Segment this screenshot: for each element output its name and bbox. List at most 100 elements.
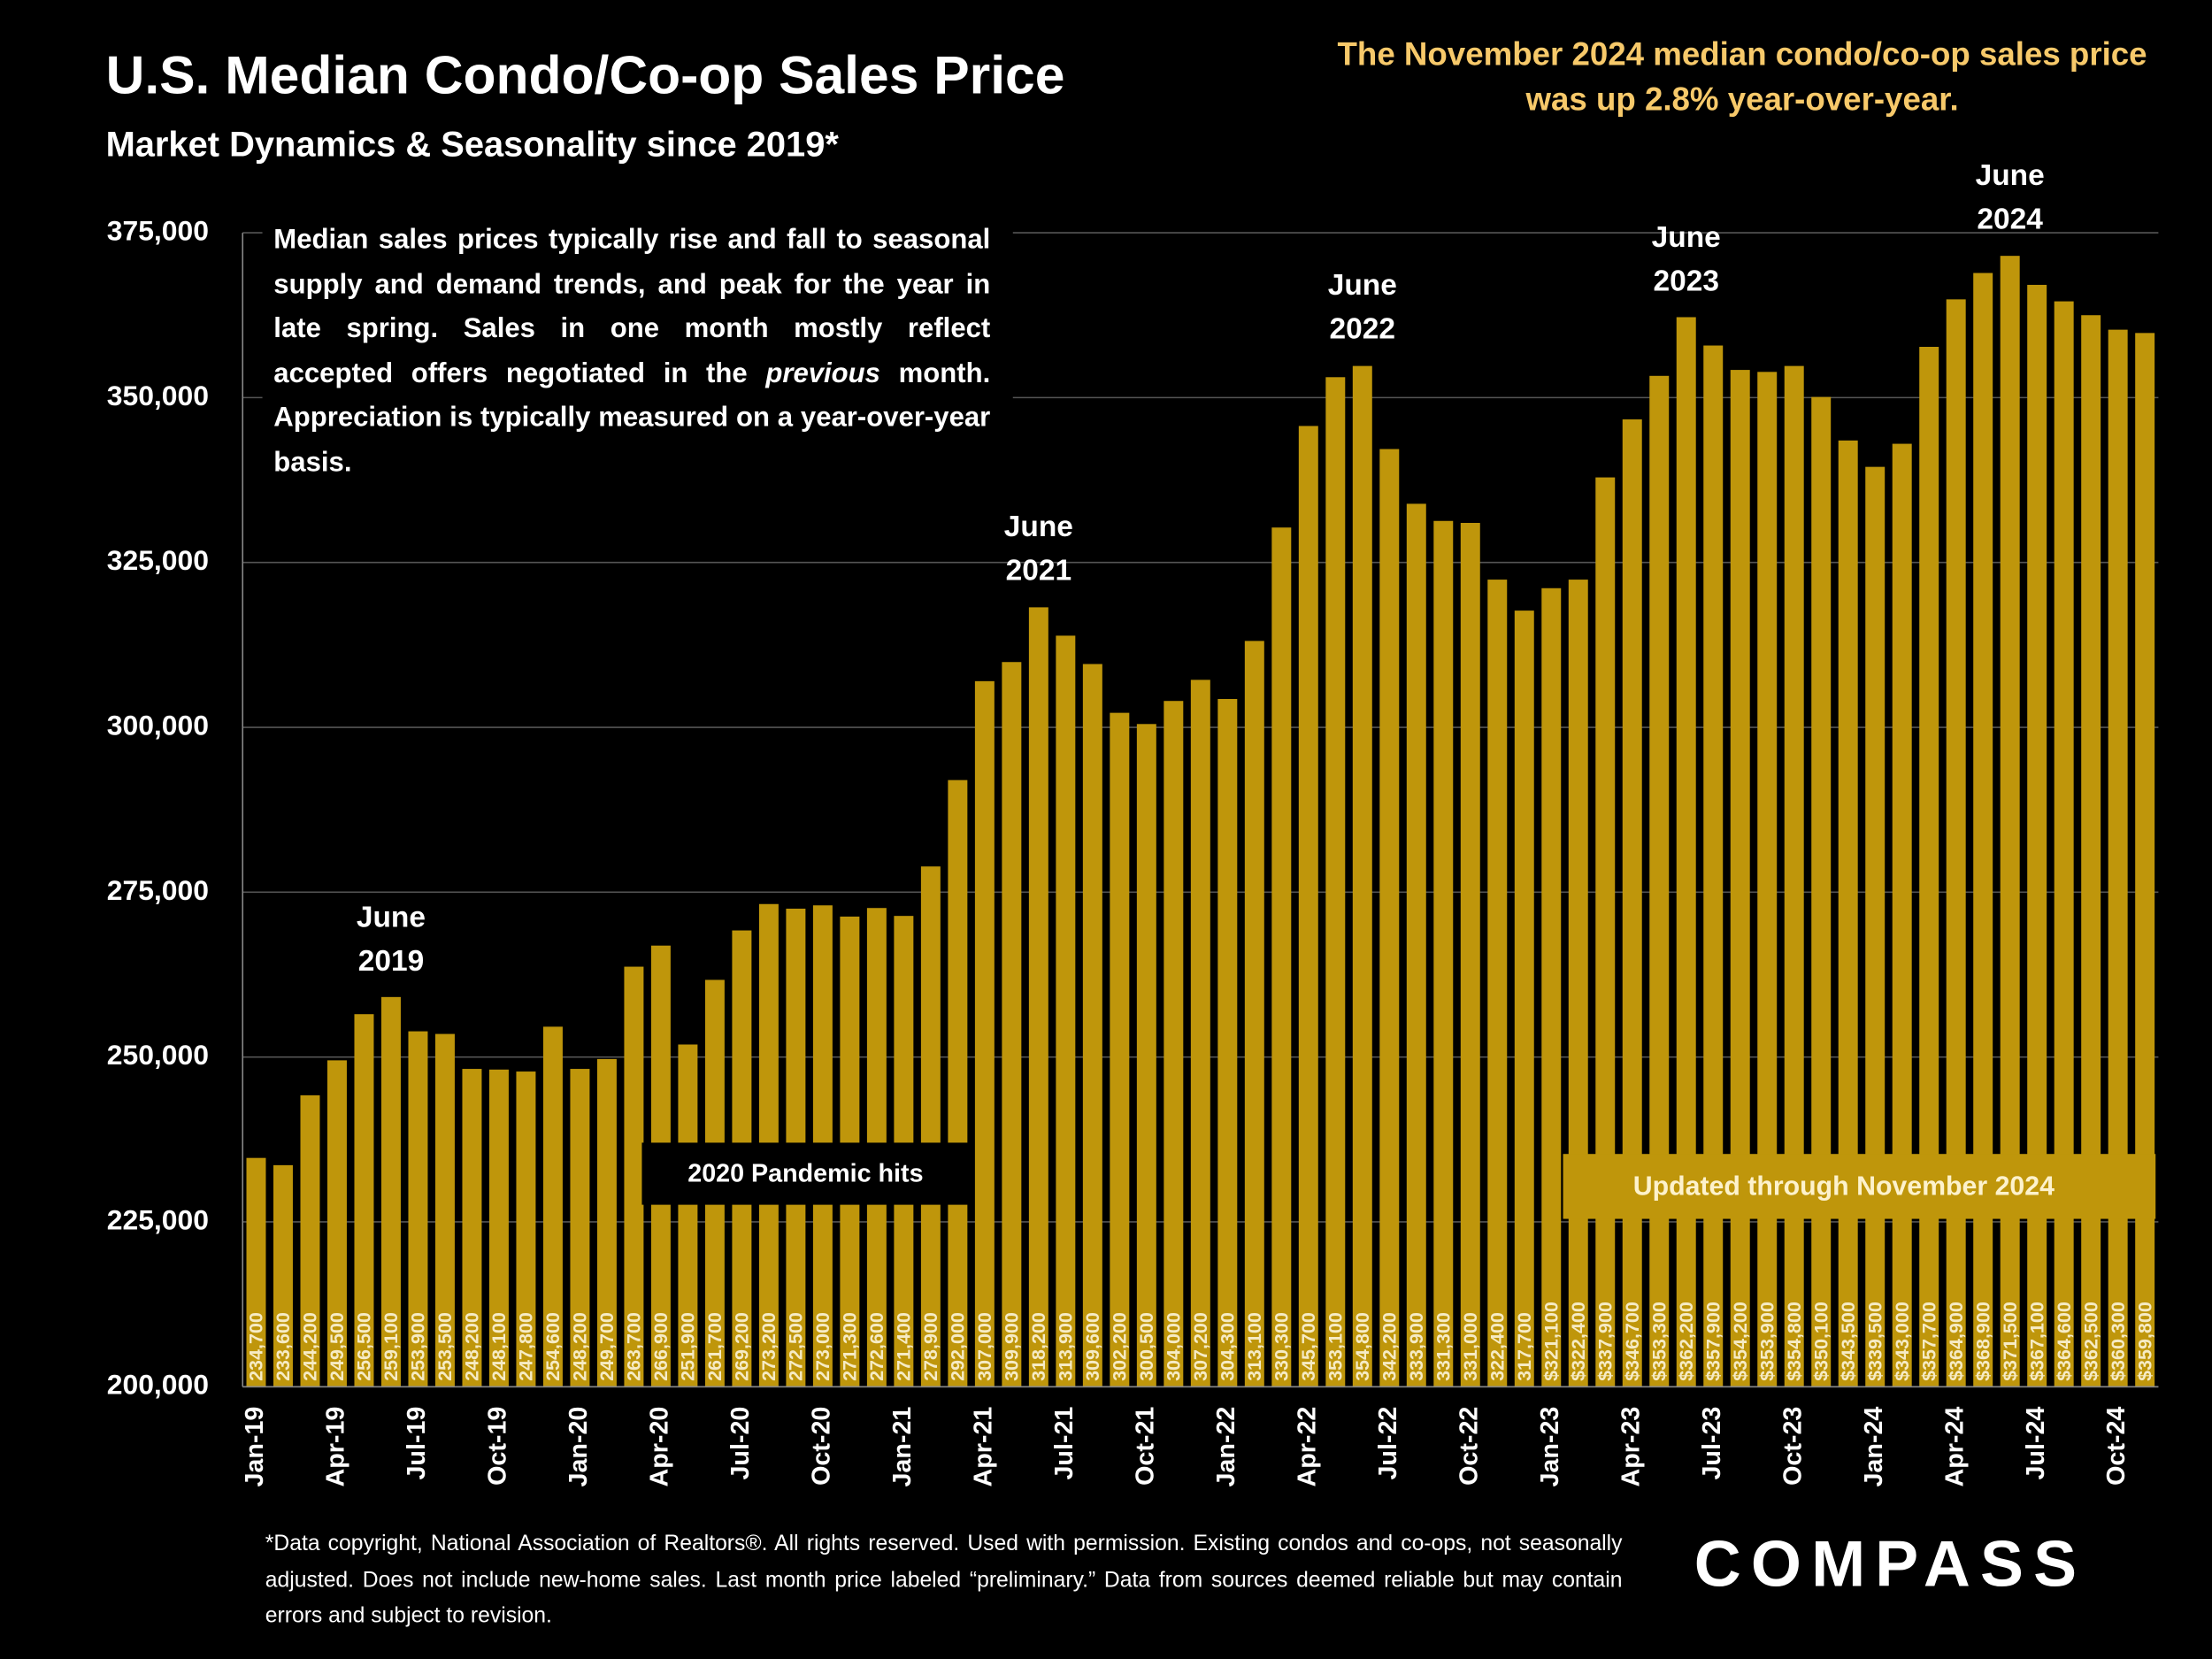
annotation: June 2023 [1651,221,1721,298]
value-label: 263,700 [624,1312,645,1381]
value-label: 307,000 [974,1312,995,1381]
value-label: 309,600 [1082,1312,1103,1381]
value-label: $343,500 [1838,1302,1859,1381]
bar [2108,329,2128,1387]
bar [1919,347,1939,1387]
value-label: $360,300 [2108,1302,2129,1381]
bar [1136,724,1156,1387]
annotation: June 2022 [1327,270,1397,347]
x-tick-label: Apr-21 [969,1407,997,1487]
bar [354,1014,374,1387]
event-label: 2020 Pandemic hits [687,1160,923,1188]
value-label: 318,200 [1028,1312,1049,1381]
x-tick-label: Jan-21 [888,1407,917,1487]
value-label: $368,900 [1972,1302,1993,1381]
value-label: 272,600 [866,1312,887,1381]
value-label: $337,900 [1595,1302,1617,1381]
value-label: 331,300 [1433,1312,1455,1381]
x-tick-label: Jan-19 [241,1407,269,1487]
value-label: $362,200 [1676,1302,1697,1381]
value-label: 353,100 [1325,1312,1347,1381]
chart-title: U.S. Median Condo/Co-op Sales Price [106,44,1065,104]
x-tick-label: Apr-23 [1617,1407,1645,1487]
x-tick-label: Jul-19 [403,1407,431,1480]
y-tick-label: 200,000 [107,1369,209,1401]
x-tick-label: Oct-20 [807,1407,835,1486]
value-label: 253,900 [408,1312,429,1381]
value-label: $357,900 [1703,1302,1724,1381]
x-tick-label: Oct-21 [1131,1407,1159,1486]
headline-box: The November 2024 median condo/co-op sal… [1337,35,2147,118]
value-label: 307,200 [1190,1312,1211,1381]
y-tick-label: 250,000 [107,1039,209,1071]
value-label: $350,100 [1811,1302,1832,1381]
bar [1164,701,1184,1387]
annotation-box: June 2024 [1976,160,2045,236]
bar [1676,317,1696,1387]
bar [273,1164,293,1387]
bar [1541,588,1562,1387]
event-bg [641,1142,970,1205]
bar [1379,449,1400,1387]
annotation-box: June 2023 [1651,221,1721,298]
y-tick-label: 275,000 [107,874,209,906]
bar [1649,375,1670,1387]
value-label: 345,700 [1298,1312,1319,1381]
update-label: Updated through November 2024 [1633,1171,2055,1201]
value-label: $354,800 [1784,1302,1805,1381]
x-tick-label: Apr-22 [1293,1407,1321,1487]
bar [380,996,401,1387]
x-tick-label: Oct-22 [1455,1407,1483,1486]
y-tick-label: 350,000 [107,380,209,411]
annotation-box: June 2021 [1003,511,1073,588]
value-label: $364,900 [1946,1302,1967,1381]
y-tick-label: 325,000 [107,544,209,576]
bar [1406,503,1426,1387]
bar [948,780,968,1387]
x-tick-label: Jan-22 [1212,1407,1240,1487]
bar [1433,520,1454,1387]
value-label: 309,900 [1002,1312,1023,1381]
value-label: 313,900 [1056,1312,1077,1381]
annotation: June 2021 [1003,511,1073,588]
bar [1190,680,1210,1387]
headline: The November 2024 median condo/co-op sal… [1337,35,2147,118]
value-label: 256,500 [354,1312,375,1381]
value-label: 292,000 [948,1312,969,1381]
x-tick-label: Oct-23 [1778,1407,1807,1486]
annotation-box: June 2022 [1327,270,1397,347]
value-label: 248,200 [462,1312,483,1381]
value-label: 272,500 [786,1312,807,1381]
value-label: $353,900 [1757,1302,1778,1381]
bar [246,1157,266,1387]
bar [1892,443,1912,1387]
bar [1110,712,1130,1387]
description: Median sales prices typically rise and f… [273,219,990,485]
bar [1352,365,1372,1387]
bar [678,1044,698,1387]
bar [1298,426,1318,1387]
value-label: $371,500 [2000,1302,2021,1381]
bar [1622,419,1642,1387]
bar [1271,527,1292,1387]
bar [1028,607,1048,1387]
description-bg [262,211,1013,495]
bar [2081,315,2101,1387]
x-tick-label: Jul-21 [1050,1407,1079,1480]
value-label: 253,500 [434,1312,456,1381]
bar [2135,333,2155,1387]
bar [326,1060,347,1387]
bar [1514,611,1534,1387]
value-label: 271,300 [840,1312,861,1381]
logo: COMPASS [1694,1527,2086,1600]
value-label: $367,100 [2026,1302,2047,1381]
bar [1703,345,1724,1387]
bar [1757,372,1778,1387]
x-tick-label: Jul-22 [1374,1407,1402,1480]
value-label: 251,900 [678,1312,699,1381]
value-label: $322,400 [1568,1302,1589,1381]
value-label: $357,700 [1918,1302,1939,1381]
value-label: 269,200 [732,1312,753,1381]
bar [596,1058,617,1387]
